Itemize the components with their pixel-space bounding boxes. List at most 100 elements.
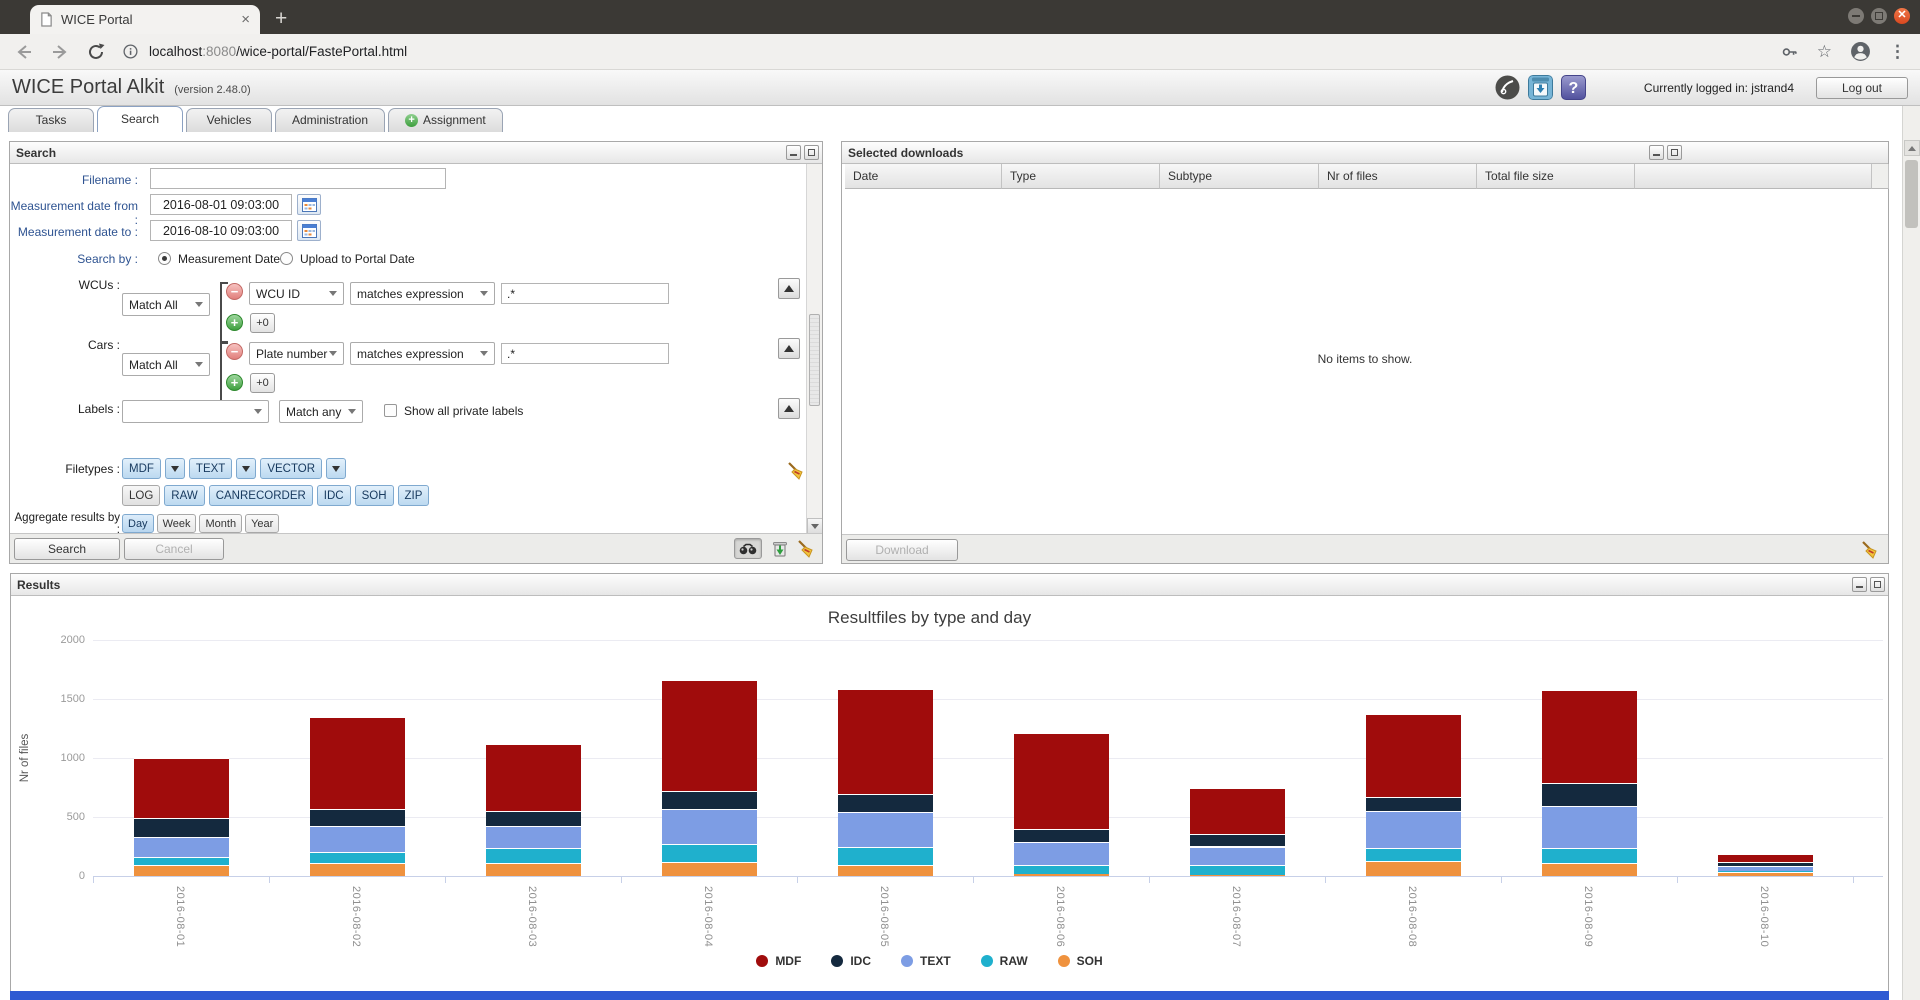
- wcus-pattern-input[interactable]: [501, 283, 669, 304]
- column-header-subtype[interactable]: Subtype: [1160, 164, 1319, 189]
- wcus-field-select[interactable]: WCU ID: [249, 282, 344, 305]
- date-from-calendar-button[interactable]: [297, 194, 321, 215]
- page-info-icon[interactable]: [122, 43, 139, 60]
- aggregate-button-day[interactable]: Day: [122, 514, 154, 533]
- download-manager-icon[interactable]: [1527, 75, 1553, 100]
- cars-field-select[interactable]: Plate number: [249, 342, 344, 365]
- date-from-input[interactable]: [150, 194, 292, 215]
- search-button[interactable]: Search: [14, 538, 120, 560]
- cars-add-count-button[interactable]: +0: [250, 373, 275, 393]
- filename-input[interactable]: [150, 168, 446, 189]
- tab-administration[interactable]: Administration: [275, 108, 386, 132]
- window-close-button[interactable]: ✕: [1894, 8, 1910, 24]
- browser-tab[interactable]: WICE Portal ×: [30, 5, 260, 34]
- filetype-dropdown-button-vector[interactable]: [326, 458, 347, 479]
- scroll-up-button[interactable]: [1904, 140, 1920, 156]
- cars-operator-select[interactable]: matches expression: [350, 342, 495, 365]
- logout-button[interactable]: Log out: [1816, 76, 1908, 99]
- cancel-button[interactable]: Cancel: [124, 538, 224, 560]
- column-header-total-file-size[interactable]: Total file size: [1477, 164, 1635, 189]
- bookmark-star-icon[interactable]: ☆: [1816, 41, 1832, 61]
- aggregate-button-week[interactable]: Week: [156, 514, 197, 533]
- clear-form-broom-icon[interactable]: [796, 538, 816, 558]
- filetype-dropdown-button-mdf[interactable]: [164, 458, 185, 479]
- column-header-type[interactable]: Type: [1002, 164, 1160, 189]
- profile-avatar-icon[interactable]: [1850, 41, 1871, 62]
- column-header-nr-of-files[interactable]: Nr of files: [1319, 164, 1477, 189]
- filetype-button-vector[interactable]: VECTOR: [260, 458, 323, 479]
- minimize-panel-button[interactable]: [1852, 577, 1867, 592]
- url-text[interactable]: localhost:8080/wice-portal/FastePortal.h…: [149, 44, 408, 59]
- search-form-scrollbar[interactable]: [806, 164, 822, 534]
- cars-match-select[interactable]: Match All: [122, 353, 210, 376]
- filetype-button-log[interactable]: LOG: [122, 485, 161, 506]
- page-scrollbar[interactable]: [1902, 106, 1920, 1000]
- back-icon[interactable]: [14, 42, 34, 62]
- aggregate-button-year[interactable]: Year: [245, 514, 280, 533]
- bar-segment-idc: [1717, 862, 1813, 866]
- cars-collapse-button[interactable]: [778, 338, 800, 359]
- filetype-dropdown-button-text[interactable]: [236, 458, 257, 479]
- scrollbar-thumb[interactable]: [809, 314, 820, 406]
- download-button[interactable]: Download: [846, 539, 958, 561]
- filetype-button-mdf[interactable]: MDF: [122, 458, 161, 479]
- clear-filetypes-broom-icon[interactable]: [786, 460, 806, 480]
- help-icon[interactable]: ?: [1560, 75, 1586, 100]
- date-to-calendar-button[interactable]: [297, 220, 321, 241]
- filetype-button-raw[interactable]: RAW: [164, 485, 205, 506]
- wcus-add-count-button[interactable]: +0: [250, 313, 275, 333]
- labels-collapse-button[interactable]: [778, 398, 800, 419]
- wcus-collapse-button[interactable]: [778, 278, 800, 299]
- maximize-panel-button[interactable]: [804, 145, 819, 160]
- window-minimize-button[interactable]: [1848, 8, 1864, 24]
- bar-segment-mdf: [1717, 854, 1813, 863]
- cars-remove-criterion-button[interactable]: −: [226, 343, 243, 360]
- tab-vehicles[interactable]: Vehicles: [186, 108, 272, 132]
- wcus-operator-select[interactable]: matches expression: [350, 282, 495, 305]
- close-tab-icon[interactable]: ×: [241, 11, 250, 28]
- logged-in-status: Currently logged in: jstrand4: [1643, 80, 1794, 95]
- wcus-match-select[interactable]: Match All: [122, 293, 210, 316]
- tab-search[interactable]: Search: [97, 106, 183, 132]
- filetypes-row-2: LOG RAW CANRECORDER IDC SOH ZIP: [122, 485, 430, 506]
- key-icon[interactable]: [1781, 43, 1799, 61]
- labels-match-select[interactable]: Match any: [279, 400, 363, 423]
- url-bar[interactable]: localhost:8080/wice-portal/FastePortal.h…: [122, 43, 1765, 60]
- minimize-panel-button[interactable]: [1649, 145, 1664, 160]
- scrollbar-thumb[interactable]: [1905, 160, 1918, 228]
- forward-icon[interactable]: [50, 42, 70, 62]
- tab-assignment[interactable]: + Assignment: [388, 108, 503, 132]
- maximize-panel-button[interactable]: [1667, 145, 1682, 160]
- table-scrollbar-strip[interactable]: [1872, 164, 1889, 189]
- tab-tasks[interactable]: Tasks: [8, 108, 94, 132]
- scroll-down-button[interactable]: [807, 518, 822, 534]
- filetype-button-text[interactable]: TEXT: [188, 458, 233, 479]
- radio-upload-date[interactable]: [280, 252, 293, 265]
- show-private-labels-checkbox[interactable]: [384, 404, 397, 417]
- filetype-button-zip[interactable]: ZIP: [397, 485, 430, 506]
- browser-menu-icon[interactable]: ⋮: [1889, 41, 1906, 61]
- y-axis-tick-label: 0: [78, 870, 85, 882]
- window-maximize-button[interactable]: [1871, 8, 1887, 24]
- reload-icon[interactable]: [86, 42, 106, 62]
- date-from-label: Measurement date from :: [10, 199, 138, 227]
- chart-legend: MDF IDC TEXT RAW SOH: [11, 954, 1848, 968]
- filetype-button-soh[interactable]: SOH: [354, 485, 394, 506]
- wcus-remove-criterion-button[interactable]: −: [226, 283, 243, 300]
- aggregate-button-month[interactable]: Month: [199, 514, 243, 533]
- cars-pattern-input[interactable]: [501, 343, 669, 364]
- minimize-panel-button[interactable]: [786, 145, 801, 160]
- filetype-button-canrecorder[interactable]: CANRECORDER: [208, 485, 313, 506]
- radio-measurement-date[interactable]: [158, 252, 171, 265]
- cars-add-criterion-button[interactable]: +: [226, 374, 243, 391]
- wcus-add-criterion-button[interactable]: +: [226, 314, 243, 331]
- clear-trash-icon[interactable]: [770, 538, 790, 558]
- new-tab-button[interactable]: +: [275, 7, 288, 30]
- filetype-button-idc[interactable]: IDC: [316, 485, 351, 506]
- labels-select[interactable]: [122, 400, 269, 423]
- preview-results-button[interactable]: [734, 538, 762, 559]
- clear-downloads-broom-icon[interactable]: [1860, 539, 1880, 559]
- maximize-panel-button[interactable]: [1870, 577, 1885, 592]
- column-header-date[interactable]: Date: [845, 164, 1002, 189]
- date-to-input[interactable]: [150, 220, 292, 241]
